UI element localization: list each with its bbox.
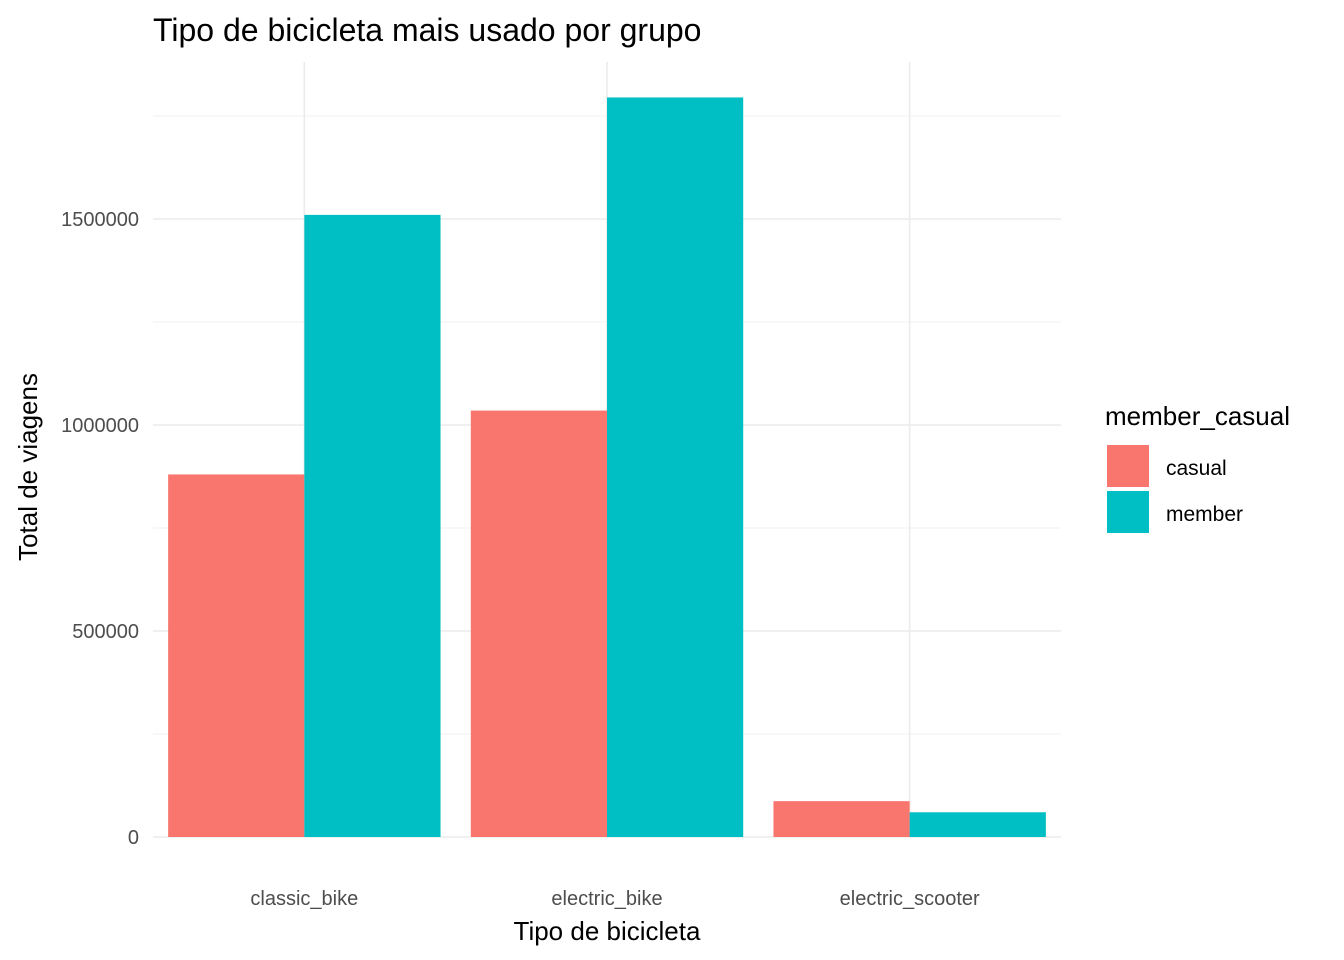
bar-casual-electric_scooter	[773, 801, 910, 837]
y-axis-title: Total de viagens	[13, 373, 43, 561]
legend-items: casual member	[1107, 445, 1243, 533]
legend-swatch-member	[1107, 491, 1149, 533]
chart-title: Tipo de bicicleta mais usado por grupo	[153, 12, 701, 48]
legend-label-casual: casual	[1166, 457, 1227, 480]
x-tick-label: electric_scooter	[840, 888, 980, 910]
bar-member-electric_scooter	[909, 812, 1046, 837]
y-tick-label: 500000	[72, 621, 139, 643]
bar-casual-electric_bike	[470, 410, 607, 837]
bars	[168, 97, 1046, 837]
legend: member_casual casual member	[1105, 401, 1290, 533]
bar-member-electric_bike	[607, 97, 744, 837]
x-tick-label: electric_bike	[551, 888, 662, 910]
bar-member-classic_bike	[304, 214, 441, 837]
legend-label-member: member	[1166, 503, 1243, 526]
y-tick-label: 0	[128, 827, 139, 849]
y-axis-ticks: 0 500000 1000000 1500000	[61, 209, 139, 849]
x-axis-title: Tipo de bicicleta	[514, 916, 701, 946]
legend-swatch-casual	[1107, 445, 1149, 487]
y-tick-label: 1000000	[61, 415, 139, 437]
x-axis-ticks: classic_bike electric_bike electric_scoote…	[250, 888, 980, 910]
bar-casual-classic_bike	[168, 474, 305, 837]
x-tick-label: classic_bike	[250, 888, 358, 910]
legend-title: member_casual	[1105, 401, 1290, 431]
y-tick-label: 1500000	[61, 209, 139, 231]
